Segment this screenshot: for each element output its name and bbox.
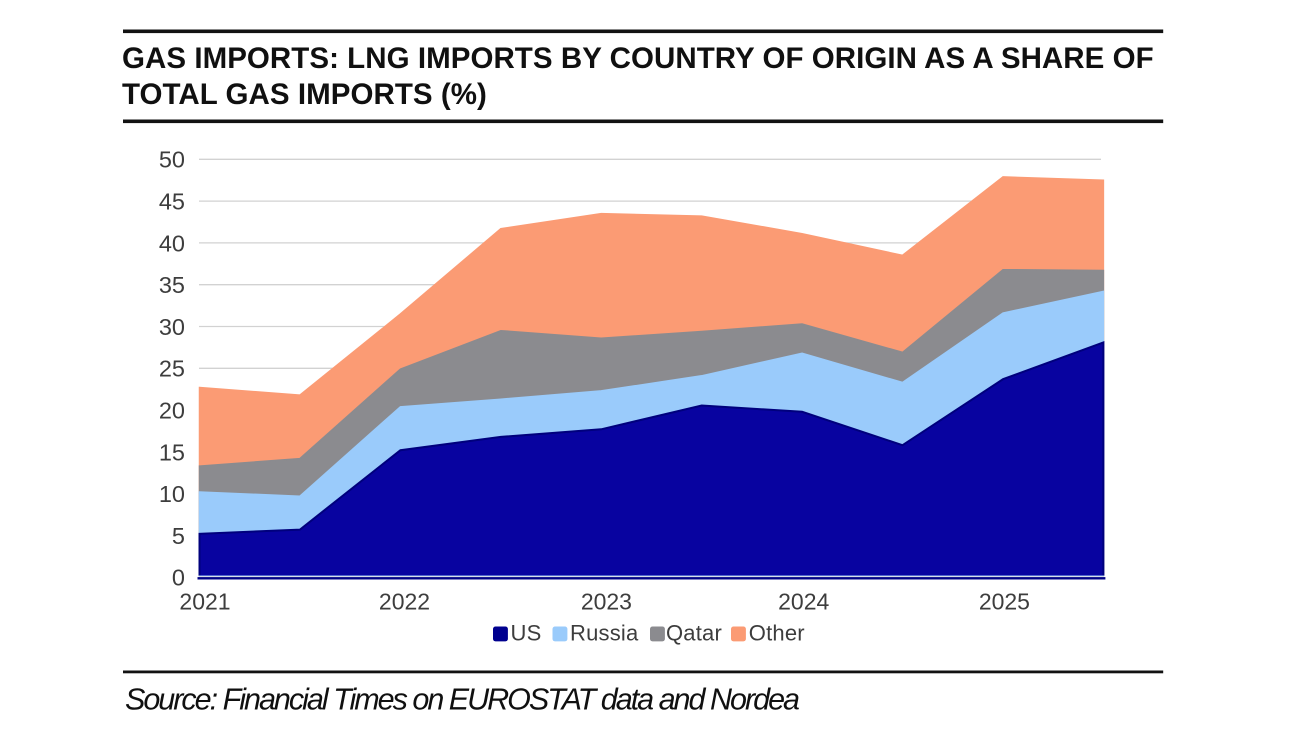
svg-text:20: 20 <box>159 398 185 424</box>
svg-text:Other: Other <box>749 621 805 646</box>
svg-text:25: 25 <box>159 356 185 382</box>
svg-text:0: 0 <box>172 565 185 591</box>
svg-text:15: 15 <box>159 439 185 465</box>
svg-text:50: 50 <box>159 147 185 173</box>
svg-text:Qatar: Qatar <box>666 621 722 646</box>
svg-text:2023: 2023 <box>581 588 632 614</box>
svg-text:30: 30 <box>159 314 185 340</box>
svg-text:40: 40 <box>159 230 185 256</box>
svg-text:5: 5 <box>172 523 185 549</box>
svg-text:Russia: Russia <box>570 621 639 646</box>
svg-text:US: US <box>511 621 542 646</box>
svg-text:2024: 2024 <box>778 588 829 614</box>
svg-text:GAS IMPORTS: LNG IMPORTS BY CO: GAS IMPORTS: LNG IMPORTS BY COUNTRY OF O… <box>122 42 1154 75</box>
svg-text:2021: 2021 <box>179 588 230 614</box>
svg-text:2022: 2022 <box>379 588 430 614</box>
svg-text:Source: Financial Times on EUR: Source: Financial Times on EUROSTAT data… <box>125 683 799 717</box>
svg-text:TOTAL GAS IMPORTS (%): TOTAL GAS IMPORTS (%) <box>122 78 487 111</box>
svg-text:2025: 2025 <box>979 588 1030 614</box>
svg-text:10: 10 <box>159 481 185 507</box>
svg-text:35: 35 <box>159 272 185 298</box>
svg-text:45: 45 <box>159 189 185 215</box>
